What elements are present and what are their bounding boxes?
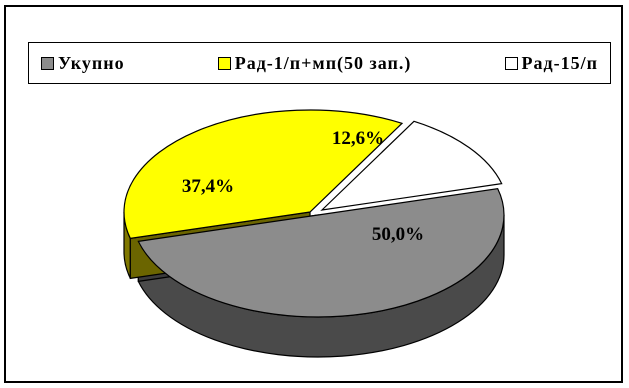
legend-label-ukupno: Укупно [58, 52, 125, 73]
legend-swatch-ukupno [41, 56, 54, 70]
slice-ukupno-label: 50,0% [372, 224, 424, 245]
legend-item-ukupno: Укупно [41, 53, 125, 74]
legend-item-rad-1: Рад-1/п+мп(50 зап.) [217, 52, 412, 74]
slice-rad-15-top [320, 120, 503, 211]
legend-label-rad-15: Рад-15/п [521, 52, 598, 73]
legend-swatch-rad-1 [217, 56, 231, 70]
legend-item-rad-15: Рад-15/п [504, 52, 598, 74]
slice-rad-1-top [123, 109, 404, 240]
slice-ukupno-top [137, 187, 505, 318]
slice-rad-1-label: 37,4% [182, 176, 234, 197]
slice-rad-15-label: 12,6% [332, 128, 384, 149]
legend-label-rad-1: Рад-1/п+мп(50 зап.) [234, 52, 412, 73]
chart-legend: Укупно Рад-1/п+мп(50 зап.) Рад-15/п [28, 42, 611, 84]
legend-swatch-rad-15 [504, 56, 518, 70]
